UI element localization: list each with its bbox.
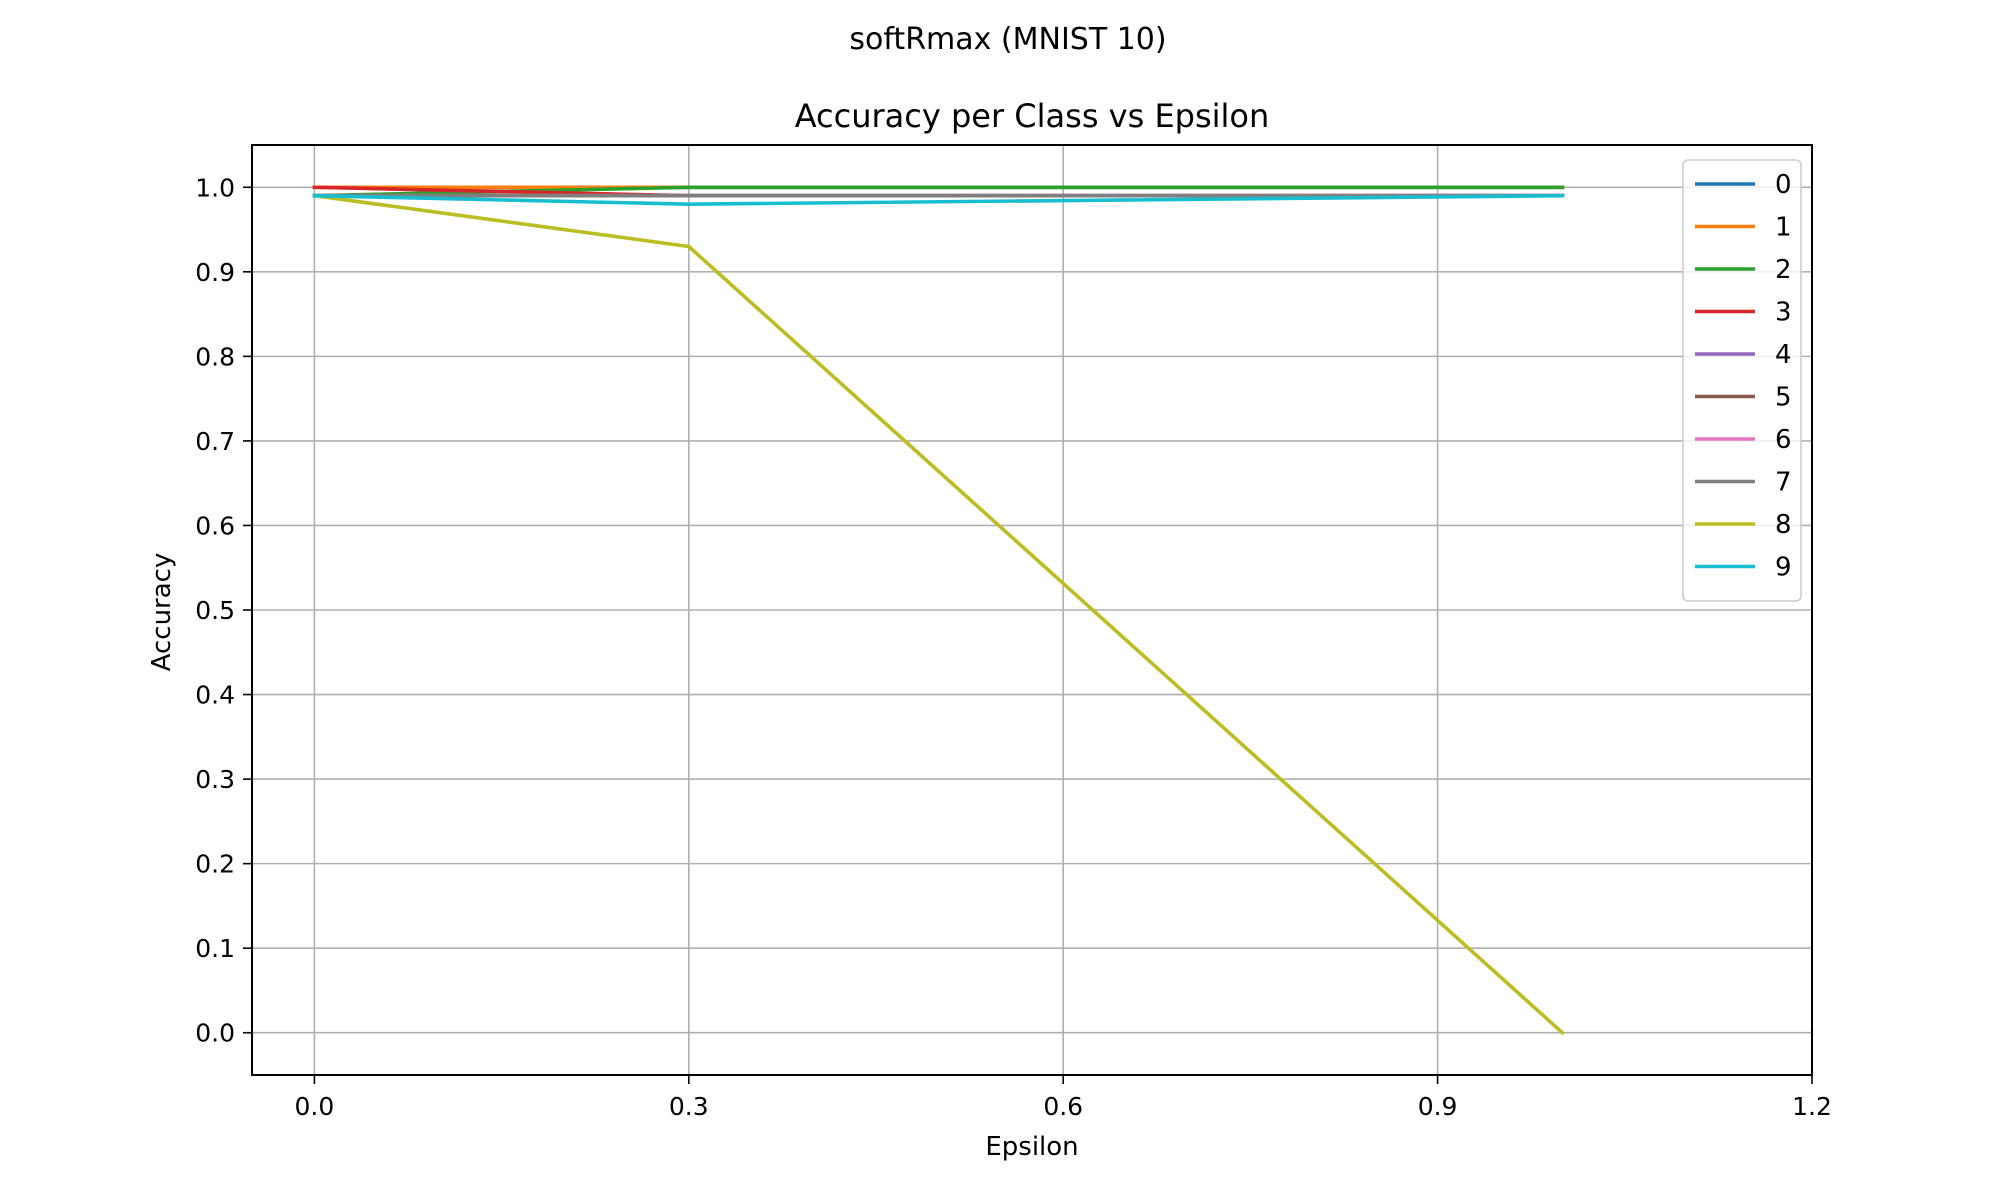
legend-label-5: 5 — [1775, 383, 1792, 413]
y-tick-label: 0.4 — [195, 681, 235, 710]
grid — [252, 145, 1813, 1075]
x-tick-label: 0.0 — [295, 1092, 335, 1121]
legend-label-8: 8 — [1775, 510, 1792, 540]
y-axis-label: Accuracy — [147, 553, 177, 672]
x-axis-ticks: 0.0 0.3 0.6 0.9 1.2 — [295, 1075, 1832, 1121]
legend-label-1: 1 — [1775, 213, 1792, 243]
legend-label-6: 6 — [1775, 425, 1792, 455]
y-tick-label: 0.6 — [195, 511, 235, 540]
y-tick-label: 1.0 — [195, 173, 235, 202]
y-tick-label: 0.8 — [195, 342, 235, 371]
y-axis-ticks: 0.0 0.1 0.2 0.3 0.4 0.5 0.6 0.7 0.8 0.9 1.0 — [195, 173, 252, 1048]
series-line-2 — [312, 185, 1565, 198]
legend-label-2: 2 — [1775, 255, 1792, 285]
y-tick-label: 0.3 — [195, 765, 235, 794]
x-tick-label: 0.6 — [1043, 1092, 1083, 1121]
legend-label-7: 7 — [1775, 468, 1792, 498]
series-lines — [312, 185, 1565, 1036]
legend-label-3: 3 — [1775, 298, 1792, 328]
x-tick-label: 0.9 — [1418, 1092, 1458, 1121]
series-line-8 — [312, 193, 1565, 1036]
legend-label-4: 4 — [1775, 340, 1792, 370]
y-tick-label: 0.1 — [195, 934, 235, 963]
legend-label-9: 9 — [1775, 553, 1792, 583]
legend-label-0: 0 — [1775, 170, 1792, 200]
y-tick-label: 0.7 — [195, 427, 235, 456]
x-tick-label: 1.2 — [1792, 1092, 1832, 1121]
series-line-9 — [312, 193, 1565, 206]
legend: 0 1 2 3 4 5 6 7 8 9 — [1682, 159, 1802, 602]
x-tick-label: 0.3 — [669, 1092, 709, 1121]
chart-title: Accuracy per Class vs Epsilon — [795, 97, 1270, 135]
y-tick-label: 0.5 — [195, 596, 235, 625]
y-tick-label: 0.9 — [195, 258, 235, 287]
y-tick-label: 0.2 — [195, 850, 235, 879]
x-axis-label: Epsilon — [985, 1132, 1078, 1162]
figure-suptitle: softRmax (MNIST 10) — [849, 22, 1166, 57]
y-tick-label: 0.0 — [195, 1019, 235, 1048]
